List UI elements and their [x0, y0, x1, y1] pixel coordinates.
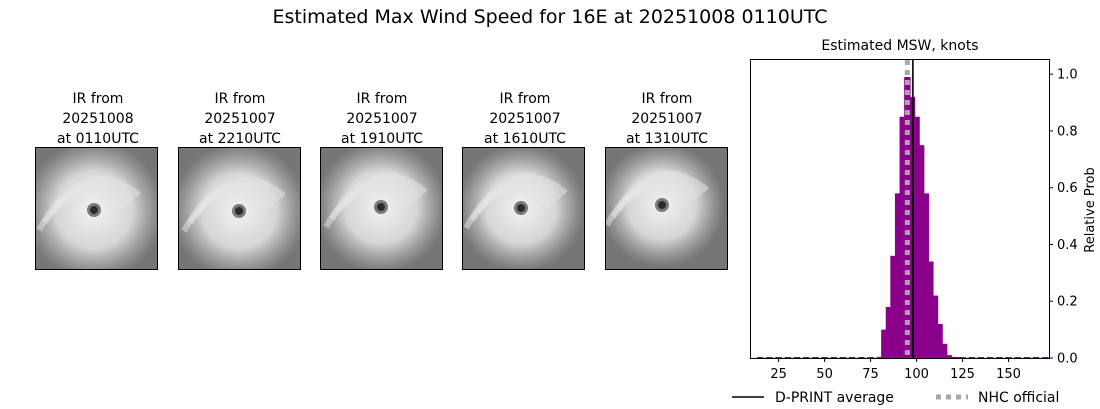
hurricane-ir-satellite-icon	[605, 147, 728, 270]
y-axis-ticks: 0.0 0.2 0.4 0.6 0.8 1.0	[1049, 68, 1078, 367]
ir-label-line: IR from	[356, 91, 408, 107]
y-tick-label: 0.4	[1057, 238, 1078, 253]
histogram-bar	[1032, 357, 1040, 358]
ir-label-line: IR from	[499, 91, 551, 107]
histogram-bar	[775, 357, 782, 358]
reference-lines	[904, 60, 914, 358]
ir-label-4: IR from 20251007 at 1610UTC	[455, 89, 595, 149]
histogram-bar	[876, 356, 883, 358]
histogram-bar	[950, 356, 957, 358]
x-axis-ticks: 25 50 75 100 125 150	[770, 358, 1021, 382]
y-tick-label: 0.2	[1057, 295, 1078, 310]
hurricane-ir-satellite-icon	[178, 147, 301, 270]
histogram-bar	[927, 261, 934, 358]
histogram-bar	[858, 357, 865, 358]
histogram-bar	[940, 343, 948, 358]
hurricane-ir-satellite-icon	[462, 147, 585, 270]
histogram-bar	[913, 116, 920, 358]
figure-title: Estimated Max Wind Speed for 16E at 2025…	[272, 6, 828, 28]
hurricane-ir-satellite-icon	[320, 147, 443, 270]
chart-title: Estimated MSW, knots	[821, 38, 978, 54]
histogram-bar	[766, 357, 773, 358]
histogram-bar	[784, 357, 792, 358]
histogram-bar	[1023, 357, 1031, 358]
histogram-bar	[922, 193, 929, 358]
y-tick-label: 0.8	[1057, 124, 1078, 139]
legend-label: D-PRINT average	[775, 390, 894, 406]
y-tick-label: 0.0	[1057, 352, 1078, 367]
histogram-bar	[936, 323, 943, 358]
y-axis-label: Relative Prob	[1083, 167, 1098, 252]
histogram-bar	[986, 357, 994, 358]
histogram-bar	[904, 77, 911, 359]
histogram-bar	[793, 357, 801, 358]
x-tick-label: 75	[862, 367, 879, 382]
histogram-bar	[894, 193, 902, 358]
ir-label-date: 20251008	[62, 111, 134, 127]
y-tick-label: 1.0	[1057, 68, 1078, 83]
histogram-bar	[1005, 357, 1012, 358]
histogram-bar	[1042, 357, 1049, 358]
ir-label-time: at 0110UTC	[57, 131, 139, 147]
histogram-bar	[885, 306, 893, 358]
histogram-bar	[977, 357, 985, 358]
ir-label-date: 20251007	[631, 111, 703, 127]
histogram-bar	[848, 357, 856, 358]
x-tick-label: 50	[816, 367, 833, 382]
ir-label-date: 20251007	[204, 111, 276, 127]
plot-frame	[750, 59, 1050, 359]
ir-label-date: 20251007	[489, 111, 561, 127]
x-tick-label: 100	[904, 367, 929, 382]
x-tick-label: 125	[950, 367, 975, 382]
histogram-bar	[756, 357, 764, 358]
histogram-bar	[830, 357, 837, 358]
x-tick-label: 150	[996, 367, 1021, 382]
histogram-bar	[881, 329, 888, 358]
histogram-bar	[867, 357, 874, 358]
ir-label-time: at 1610UTC	[484, 131, 566, 147]
ir-label-time: at 1910UTC	[341, 131, 423, 147]
ir-label-2: IR from 20251007 at 2210UTC	[170, 89, 310, 149]
ir-label-line: IR from	[72, 91, 124, 107]
histogram-bar	[954, 357, 962, 358]
histogram-bar	[931, 295, 939, 358]
histogram-bar	[917, 145, 925, 358]
ir-label-time: at 1310UTC	[626, 131, 708, 147]
histogram-bar	[908, 96, 916, 359]
histogram-bar	[945, 355, 952, 358]
ir-label-line: IR from	[641, 91, 693, 107]
x-tick-label: 25	[770, 367, 787, 382]
histogram-bar	[968, 357, 975, 358]
legend-label: NHC official	[978, 390, 1059, 406]
histogram-bar	[1014, 357, 1021, 358]
y-tick-label: 0.6	[1057, 181, 1078, 196]
histogram-bar	[839, 357, 847, 358]
histogram-bars	[756, 77, 1049, 359]
histogram-bar	[899, 116, 906, 358]
histogram-bar	[821, 357, 828, 358]
histogram-bar	[996, 357, 1003, 358]
histogram-bar	[802, 357, 810, 358]
histogram-bar	[812, 357, 819, 358]
legend: D-PRINT average NHC official	[732, 390, 1059, 406]
ir-label-1: IR from 20251008 at 0110UTC	[28, 89, 168, 149]
histogram-bar	[890, 255, 897, 358]
ir-label-3: IR from 20251007 at 1910UTC	[312, 89, 452, 149]
ir-label-date: 20251007	[346, 111, 418, 127]
hurricane-ir-satellite-icon	[35, 147, 158, 270]
ir-label-5: IR from 20251007 at 1310UTC	[597, 89, 737, 149]
ir-label-line: IR from	[214, 91, 266, 107]
histogram-bar	[959, 357, 966, 358]
ir-label-time: at 2210UTC	[199, 131, 281, 147]
